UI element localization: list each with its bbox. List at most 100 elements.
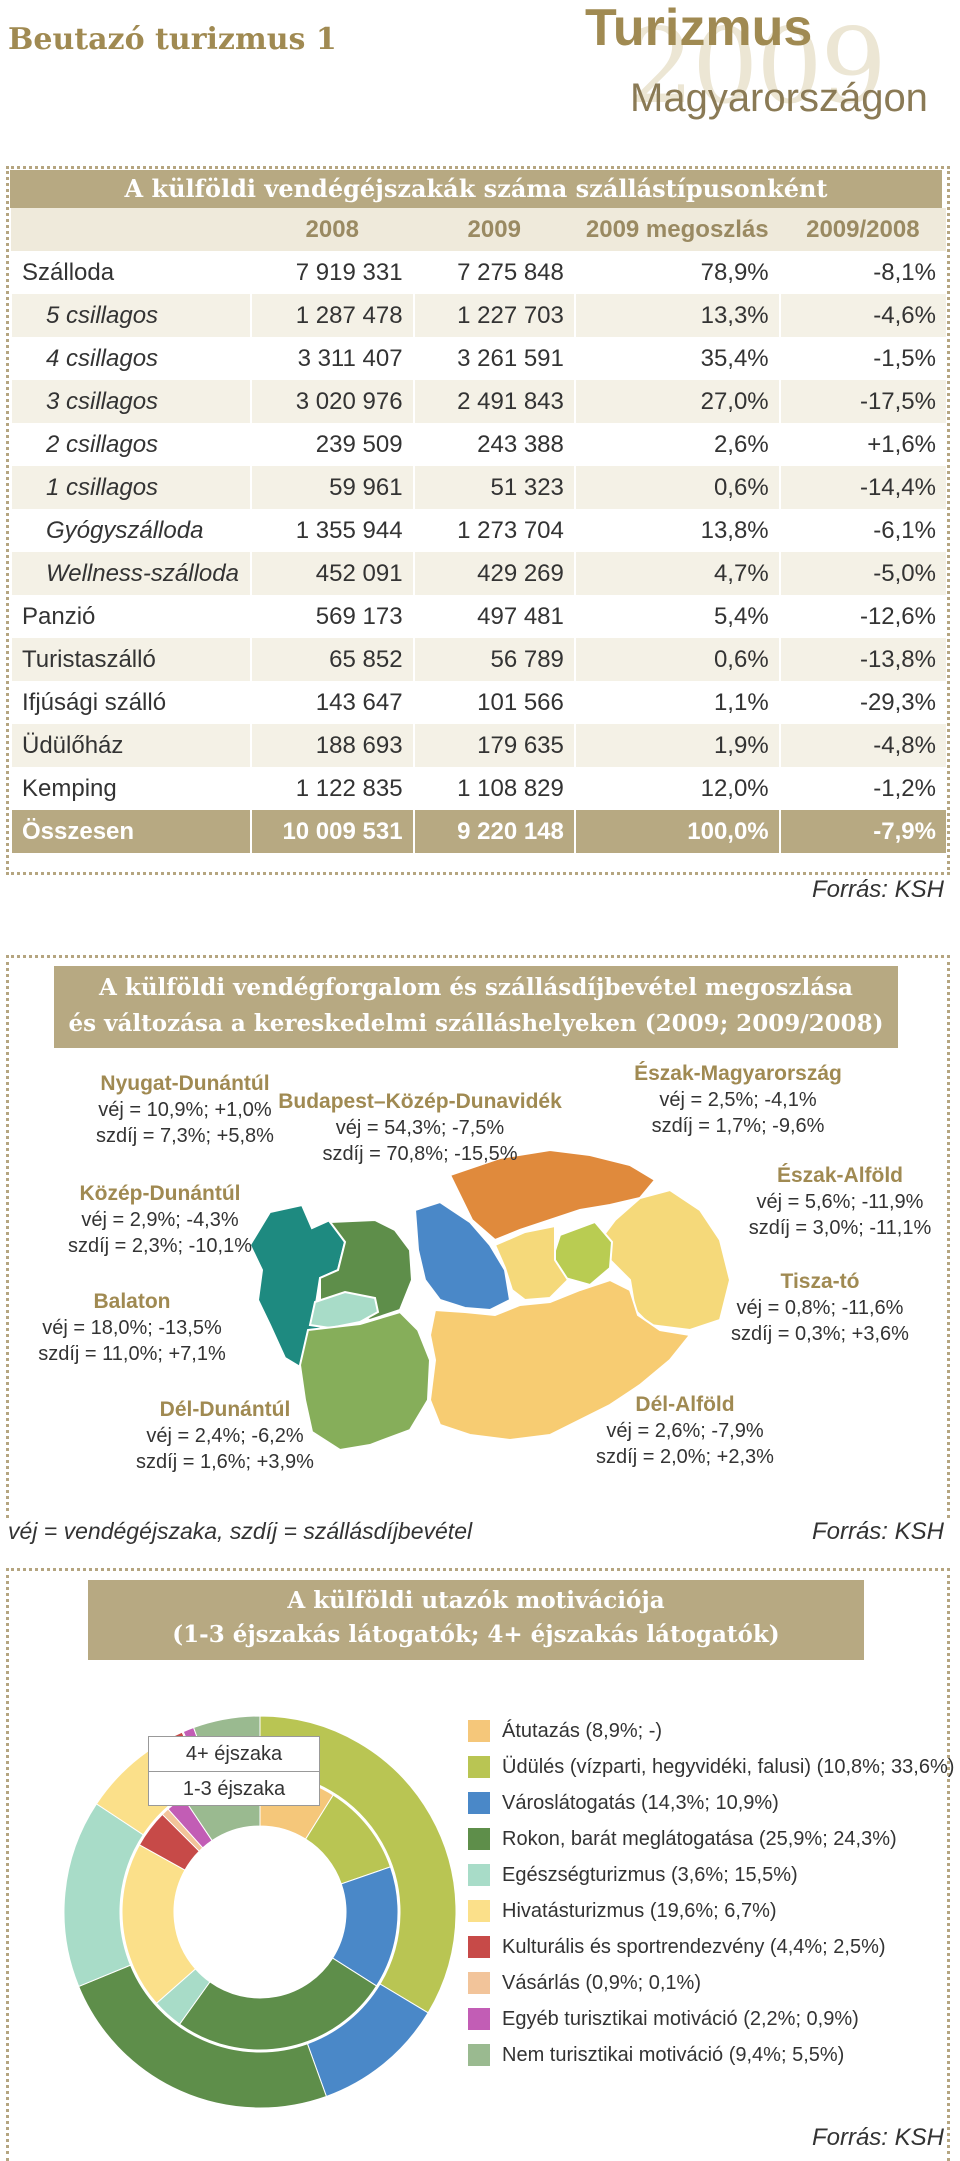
legend-item: Vásárlás (0,9%; 0,1%) — [468, 1968, 701, 1998]
table-row: 4 csillagos 3 311 407 3 261 591 35,4% -1,5% — [10, 337, 946, 380]
row-label: 5 csillagos — [10, 294, 251, 337]
region-name: Észak-Alföld — [776, 1164, 904, 1187]
legend-label: Rokon, barát meglátogatása (25,9%; 24,3%… — [502, 1827, 897, 1850]
cell-change: +1,6% — [778, 423, 946, 466]
region-szdij: szdíj = 70,8%; -15,5% — [322, 1143, 518, 1165]
cell-2008: 1 287 478 — [249, 294, 414, 337]
total-share: 100,0% — [573, 810, 780, 853]
row-label: 2 csillagos — [10, 423, 251, 466]
cell-change: -5,0% — [778, 552, 946, 595]
legend-item: Kulturális és sportrendezvény (4,4%; 2,5… — [468, 1932, 886, 1962]
table-header-blank — [11, 208, 251, 251]
region-szdij: szdíj = 2,3%; -10,1% — [68, 1235, 252, 1257]
region-vej: véj = 5,6%; -11,9% — [756, 1191, 924, 1213]
region-name: Budapest–Közép-Dunavidék — [278, 1090, 562, 1113]
row-label: Üdülőház — [10, 724, 251, 767]
cell-2008: 239 509 — [249, 423, 414, 466]
region-vej: véj = 2,9%; -4,3% — [81, 1209, 239, 1231]
cell-change: -17,5% — [778, 380, 946, 423]
cell-change: -13,8% — [778, 638, 946, 681]
cell-2009: 1 108 829 — [412, 767, 575, 810]
table-header-change: 2009/2008 — [779, 208, 946, 251]
cell-2008: 569 173 — [249, 595, 414, 638]
ring-legend: 4+ éjszaka 1-3 éjszaka — [148, 1736, 320, 1806]
legend-swatch — [468, 2044, 490, 2066]
row-label: 3 csillagos — [10, 380, 251, 423]
region-szdij: szdíj = 0,3%; +3,6% — [731, 1323, 909, 1345]
cell-share: 78,9% — [573, 251, 780, 294]
cell-change: -4,8% — [778, 724, 946, 767]
table-row: Üdülőház 188 693 179 635 1,9% -4,8% — [10, 724, 946, 767]
cell-2008: 188 693 — [249, 724, 414, 767]
region-name: Balaton — [93, 1290, 171, 1313]
cell-2009: 7 275 848 — [412, 251, 575, 294]
cell-change: -4,6% — [778, 294, 946, 337]
legend-item: Hivatásturizmus (19,6%; 6,7%) — [468, 1896, 777, 1926]
total-label: Összesen — [10, 810, 251, 853]
legend-swatch — [468, 1720, 490, 1742]
region-szdij: szdíj = 3,0%; -11,1% — [748, 1217, 932, 1239]
total-change: -7,9% — [778, 810, 946, 853]
table-frame — [6, 166, 950, 875]
table-row: 2 csillagos 239 509 243 388 2,6% +1,6% — [10, 423, 946, 466]
table-row: 3 csillagos 3 020 976 2 491 843 27,0% -17,5% — [10, 380, 946, 423]
region-szdij: szdíj = 1,7%; -9,6% — [651, 1115, 825, 1137]
cell-2008: 7 919 331 — [249, 251, 414, 294]
region-eszak-magyarorszag — [448, 1150, 657, 1242]
map-frame — [6, 955, 950, 1518]
cell-2008: 1 122 835 — [249, 767, 414, 810]
region-vej: véj = 18,0%; -13,5% — [42, 1317, 222, 1339]
table-row: Ifjúsági szálló 143 647 101 566 1,1% -29,3% — [10, 681, 946, 724]
cell-2009: 497 481 — [412, 595, 575, 638]
legend-swatch — [468, 1792, 490, 1814]
map-title-line1: A külföldi vendégforgalom és szállásdíjb… — [99, 974, 853, 1001]
motivation-frame — [6, 1568, 950, 2161]
region-name: Dél-Alföld — [635, 1393, 735, 1416]
row-label: Turistaszálló — [10, 638, 251, 681]
cell-2009: 1 273 704 — [412, 509, 575, 552]
ring-label-outer: 4+ éjszaka — [149, 1737, 319, 1772]
cell-2009: 51 323 — [412, 466, 575, 509]
region-del-alfold — [428, 1278, 692, 1442]
hungary-map — [250, 1150, 732, 1452]
region-balaton — [308, 1290, 380, 1330]
legend-item: Átutazás (8,9%; -) — [468, 1716, 662, 1746]
legend-label: Városlátogatás (14,3%; 10,9%) — [502, 1791, 779, 1814]
cell-2008: 65 852 — [249, 638, 414, 681]
legend-label: Átutazás (8,9%; -) — [502, 1719, 663, 1742]
cell-share: 0,6% — [573, 638, 780, 681]
cell-change: -6,1% — [778, 509, 946, 552]
table-header-share: 2009 megoszlás — [574, 208, 780, 251]
cell-change: -8,1% — [778, 251, 946, 294]
row-label: Gyógyszálloda — [10, 509, 251, 552]
cell-2009: 179 635 — [412, 724, 575, 767]
region-name: Nyugat-Dunántúl — [100, 1072, 270, 1095]
row-label: Ifjúsági szálló — [10, 681, 251, 724]
ring-label-inner: 1-3 éjszaka — [182, 1778, 286, 1800]
cell-2008: 143 647 — [249, 681, 414, 724]
legend-swatch — [468, 1936, 490, 1958]
table-header-2008: 2008 — [250, 208, 414, 251]
section-title: Beutazó turizmus 1 — [8, 22, 337, 57]
region-szdij: szdíj = 2,0%; +2,3% — [596, 1446, 774, 1468]
total-v2009: 9 220 148 — [412, 810, 575, 853]
cell-2008: 3 311 407 — [249, 337, 414, 380]
cell-2008: 3 020 976 — [249, 380, 414, 423]
cell-share: 1,1% — [573, 681, 780, 724]
legend-swatch — [468, 1864, 490, 1886]
region-szdij: szdíj = 11,0%; +7,1% — [38, 1343, 226, 1365]
legend-swatch — [468, 1972, 490, 1994]
cell-2008: 59 961 — [249, 466, 414, 509]
cell-2009: 243 388 — [412, 423, 575, 466]
table-row: Turistaszálló 65 852 56 789 0,6% -13,8% — [10, 638, 946, 681]
table-total-row: Összesen 10 009 531 9 220 148 100,0% -7,9% — [10, 810, 946, 853]
legend-item: Egészségturizmus (3,6%; 15,5%) — [468, 1860, 798, 1890]
total-v2008: 10 009 531 — [249, 810, 414, 853]
legend-item: Nem turisztikai motiváció (9,4%; 5,5%) — [468, 2040, 844, 2070]
motivation-title-line1: A külföldi utazók motivációja — [287, 1587, 665, 1614]
cell-change: -29,3% — [778, 681, 946, 724]
region-kozep-alfold — [493, 1224, 570, 1302]
legend-label: Üdülés (vízparti, hegyvidéki, falusi) (1… — [502, 1755, 955, 1778]
legend-item: Rokon, barát meglátogatása (25,9%; 24,3%… — [468, 1824, 897, 1854]
table-header-row: 2008 2009 2009 megoszlás 2009/2008 — [11, 208, 946, 251]
